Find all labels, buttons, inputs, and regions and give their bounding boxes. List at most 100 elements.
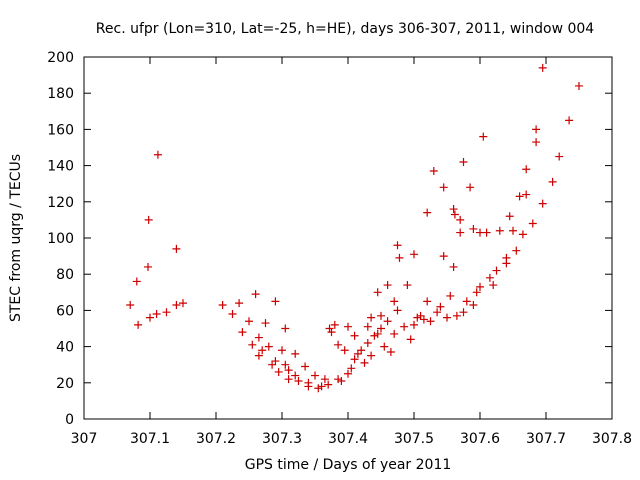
data-point bbox=[522, 165, 531, 174]
x-tick-label: 307.5 bbox=[394, 431, 434, 447]
y-tick-label: 180 bbox=[47, 86, 74, 102]
data-point bbox=[492, 266, 501, 275]
data-point bbox=[449, 205, 458, 214]
data-point bbox=[515, 192, 524, 201]
x-tick-label: 307.2 bbox=[196, 431, 236, 447]
data-point bbox=[489, 281, 498, 290]
data-point bbox=[291, 349, 300, 358]
data-point bbox=[284, 375, 293, 384]
data-point bbox=[126, 300, 135, 309]
data-point bbox=[548, 177, 557, 186]
data-point bbox=[538, 63, 547, 72]
data-point bbox=[575, 81, 583, 90]
data-point bbox=[370, 331, 379, 340]
data-point bbox=[337, 376, 346, 385]
data-point bbox=[248, 340, 257, 349]
y-tick-label: 120 bbox=[47, 195, 74, 211]
x-tick-labels: 307 307.1 307.2 307.3 307.4 307.5 307.6 307.7 30… bbox=[71, 431, 632, 447]
data-point bbox=[522, 190, 531, 199]
data-point bbox=[446, 291, 455, 300]
data-point bbox=[555, 152, 564, 161]
data-point bbox=[423, 208, 432, 217]
data-point bbox=[476, 282, 484, 291]
data-point bbox=[377, 311, 385, 320]
data-point bbox=[284, 366, 293, 375]
data-point bbox=[334, 340, 343, 349]
data-point bbox=[459, 308, 468, 317]
data-point bbox=[485, 273, 494, 282]
data-point bbox=[172, 244, 181, 253]
data-point bbox=[528, 219, 537, 228]
data-point bbox=[565, 116, 574, 125]
data-point bbox=[532, 125, 541, 134]
data-point bbox=[363, 322, 372, 331]
data-point bbox=[452, 311, 461, 320]
data-point bbox=[410, 320, 418, 329]
plot-frame bbox=[83, 56, 613, 420]
data-point bbox=[466, 183, 475, 192]
x-axis-label: GPS time / Days of year 2011 bbox=[245, 457, 452, 473]
data-point bbox=[390, 297, 399, 306]
y-tick-labels: 0 20 40 60 80 100 120 140 160 180 200 bbox=[47, 50, 74, 428]
data-point bbox=[274, 367, 283, 376]
data-point bbox=[360, 358, 369, 367]
data-point bbox=[281, 324, 290, 333]
data-point bbox=[469, 300, 478, 309]
data-point bbox=[245, 317, 253, 326]
data-point bbox=[380, 342, 389, 351]
data-point bbox=[271, 297, 280, 306]
data-point bbox=[390, 329, 399, 338]
data-point bbox=[482, 228, 491, 237]
data-point bbox=[509, 226, 517, 235]
x-tick-label: 307.6 bbox=[460, 431, 500, 447]
data-point bbox=[317, 382, 326, 391]
data-point bbox=[377, 324, 385, 333]
x-tick-label: 307.3 bbox=[262, 431, 302, 447]
data-point bbox=[281, 360, 290, 369]
chart-title: Rec. ufpr (Lon=310, Lat=-25, h=HE), days… bbox=[96, 21, 595, 37]
data-point bbox=[439, 252, 448, 261]
data-point bbox=[436, 302, 445, 311]
data-point bbox=[403, 281, 412, 290]
data-point bbox=[532, 138, 541, 147]
y-tick-label: 200 bbox=[47, 50, 74, 66]
data-point bbox=[132, 277, 141, 286]
data-point bbox=[179, 299, 187, 308]
data-point bbox=[449, 262, 458, 271]
data-point bbox=[416, 311, 425, 320]
data-point bbox=[218, 300, 227, 309]
data-point bbox=[238, 328, 247, 337]
data-point bbox=[330, 320, 339, 329]
data-point bbox=[235, 299, 244, 308]
x-tick-label: 307.1 bbox=[130, 431, 170, 447]
data-point bbox=[413, 313, 422, 322]
y-tick-label: 40 bbox=[56, 340, 74, 356]
y-axis-label: STEC from uqrg / TECUs bbox=[8, 154, 24, 322]
data-point bbox=[320, 375, 329, 384]
data-point bbox=[426, 317, 435, 326]
data-point bbox=[469, 224, 478, 233]
data-point bbox=[357, 346, 366, 355]
data-point bbox=[144, 262, 153, 271]
data-point bbox=[324, 380, 333, 389]
x-tick-label: 307 bbox=[71, 431, 98, 447]
data-point bbox=[383, 281, 392, 290]
x-tick-label: 307.8 bbox=[592, 431, 632, 447]
data-point bbox=[304, 382, 313, 391]
data-point bbox=[314, 384, 323, 393]
data-point bbox=[311, 371, 319, 380]
data-point bbox=[419, 315, 428, 324]
data-point bbox=[347, 364, 356, 373]
y-tick-label: 80 bbox=[56, 267, 74, 283]
data-point bbox=[353, 349, 362, 358]
data-point bbox=[367, 313, 376, 322]
data-point bbox=[261, 319, 270, 328]
data-point bbox=[406, 335, 415, 344]
data-point bbox=[340, 346, 349, 355]
data-point bbox=[258, 346, 267, 355]
data-point bbox=[393, 306, 402, 315]
data-point bbox=[251, 290, 260, 299]
data-point bbox=[512, 246, 521, 255]
data-point bbox=[334, 375, 343, 384]
